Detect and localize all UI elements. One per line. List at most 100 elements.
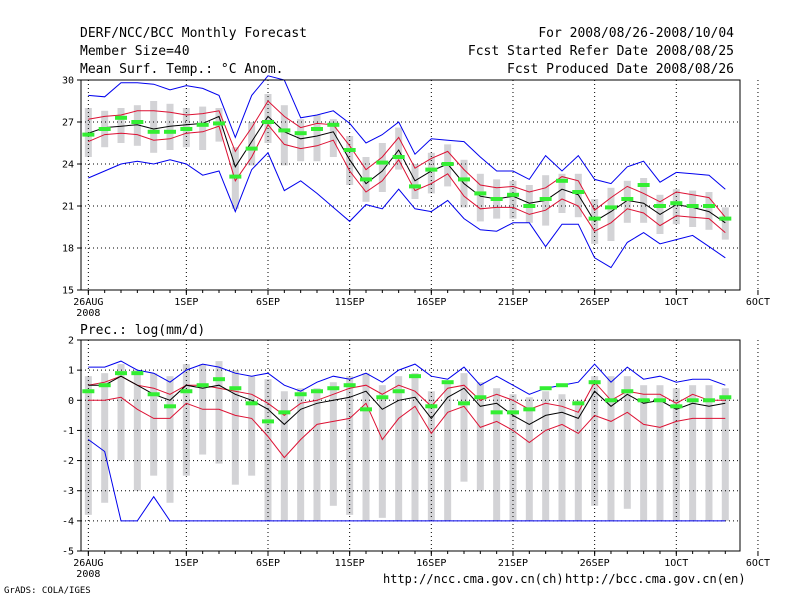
prec-range-box (182, 364, 190, 476)
temp-xtick-label: 16SEP (416, 297, 446, 308)
prec-ytick-label: 0 (68, 396, 74, 407)
prec-range-box (444, 382, 452, 521)
prec-ytick-label: -4 (62, 516, 74, 527)
prec-range-box (264, 379, 272, 521)
prec-range-box (607, 376, 615, 521)
temp-ytick-label: 21 (62, 202, 74, 213)
prec-xtick-sublabel: 2008 (76, 569, 100, 580)
header-right-3: Fcst Produced Date 2008/08/26 (507, 62, 734, 77)
prec-median-marker (474, 395, 487, 400)
temp-xtick-sublabel: 2008 (76, 308, 100, 319)
prec-range-box (248, 376, 256, 476)
prec-median-marker (457, 401, 470, 406)
prec-range-box (84, 376, 92, 515)
prec-median-marker (441, 380, 454, 385)
prec-median-marker (523, 407, 536, 412)
header-left-2: Member Size=40 (80, 44, 190, 59)
prec-plot-frame (80, 339, 741, 552)
prec-median-marker (310, 389, 323, 394)
prec-ytick-label: -2 (62, 456, 74, 467)
temp-median-marker (653, 204, 666, 208)
temp-median-marker (82, 132, 95, 137)
temp-median-marker (719, 216, 732, 221)
prec-range-box (672, 388, 680, 521)
temp-median-marker (686, 204, 699, 208)
temp-range-box (525, 185, 533, 223)
precipitation-panel: -5 -4 -3 -2 -1 0 1 2 26AUG 1SEP 6SEP 11SEP 16SEP 21SE… (62, 336, 770, 581)
header-right-1: For 2008/08/26-2008/10/04 (538, 26, 734, 41)
temp-range-box (509, 180, 517, 219)
temp-max-line (88, 75, 726, 190)
prec-range-box (346, 376, 354, 515)
temp-range-box (476, 173, 484, 222)
prec-minus-sigma-line (88, 396, 726, 459)
prec-median-marker (98, 383, 111, 388)
prec-ytick-label: 2 (68, 336, 74, 347)
temp-plus-sigma-line (88, 100, 726, 218)
prec-median-marker (131, 371, 144, 376)
temp-median-marker (327, 122, 340, 127)
temp-median-marker (441, 162, 454, 166)
prec-xtick-label: 26SEP (580, 558, 610, 569)
prec-range-box (493, 388, 501, 521)
prec-median-marker (262, 419, 275, 424)
temp-median-marker (131, 120, 144, 124)
prec-median-marker (196, 383, 209, 388)
prec-xtick-label: 1OCT (664, 558, 688, 569)
prec-median-marker (653, 398, 666, 403)
temp-median-marker (98, 127, 111, 131)
header-left-3: Mean Surf. Temp.: °C Anom. (80, 62, 284, 77)
temp-xtick-label: 11SEP (335, 297, 365, 308)
prec-range-box (525, 397, 533, 521)
prec-range-box (297, 388, 305, 521)
temp-range-box (721, 207, 729, 240)
prec-median-marker (392, 389, 405, 394)
prec-median-marker (670, 404, 683, 409)
prec-ytick-label: 1 (68, 366, 74, 377)
prec-range-box (705, 385, 713, 521)
prec-median-marker (115, 371, 128, 376)
temp-median-marker (604, 205, 617, 210)
temperature-panel: 15 18 21 24 27 30 26AUG 1SEP 6SEP 11SEP 16SEP 21SEP… (62, 75, 770, 319)
prec-range-box (280, 391, 288, 521)
temp-range-box (248, 122, 256, 166)
prec-ytick-label: -1 (62, 426, 74, 437)
prec-range-box (313, 388, 321, 521)
temp-median-marker (278, 128, 291, 133)
temp-median-marker (376, 160, 389, 165)
temp-xtick-label: 6SEP (256, 297, 280, 308)
temp-range-box (133, 105, 141, 146)
prec-xtick-label: 21SEP (498, 558, 528, 569)
prec-range-box (623, 376, 631, 509)
prec-median-marker (164, 404, 177, 409)
temp-median-marker (425, 167, 438, 172)
temp-range-box (705, 192, 713, 230)
temp-range-box (264, 94, 272, 143)
prec-median-marker (604, 398, 617, 403)
temp-range-box (689, 190, 697, 227)
temp-median-marker (702, 204, 715, 208)
prec-median-marker (408, 374, 421, 379)
temp-median-marker (408, 184, 421, 189)
footer-url-ch[interactable]: http://ncc.cma.gov.cn(ch) (383, 572, 564, 586)
prec-panel-title: Prec.: log(mm/d) (80, 323, 205, 338)
temp-median-marker (572, 190, 585, 194)
prec-median-marker (572, 401, 585, 406)
temp-median-marker (196, 122, 209, 127)
prec-range-box (460, 373, 468, 482)
temp-range-box (411, 164, 419, 199)
prec-range-box (101, 373, 109, 503)
footer-url-en[interactable]: http://bcc.cma.gov.cn(en) (565, 572, 746, 586)
temp-median-marker (670, 201, 683, 206)
temp-median-marker (180, 127, 193, 131)
header-left-1: DERF/NCC/BCC Monthly Forecast (80, 26, 307, 41)
prec-median-marker (327, 386, 340, 391)
prec-max-line (88, 360, 726, 395)
temp-range-box (395, 127, 403, 170)
prec-range-box (395, 376, 403, 521)
prec-grid (81, 340, 759, 551)
temp-xtick-label: 1SEP (174, 297, 198, 308)
temp-xtick-label: 6OCT (746, 297, 770, 308)
temp-range-box (640, 178, 648, 223)
